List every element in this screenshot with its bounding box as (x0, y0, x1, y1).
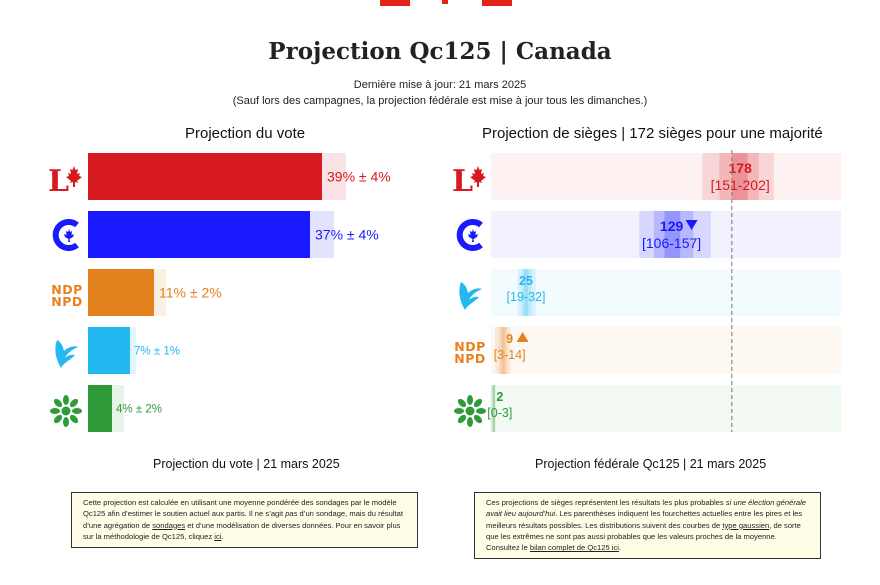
seat-range-core (493, 385, 496, 432)
sondages-link[interactable]: sondages (152, 520, 186, 530)
bloc-logo-icon-seats (455, 278, 487, 314)
seat-value-label: 2 (496, 390, 503, 404)
liberal-logo-icon: L (48, 160, 84, 196)
svg-text:L: L (48, 164, 69, 196)
vote-value-label: 37% ± 4% (315, 227, 379, 243)
bloc-logo-icon (51, 336, 83, 372)
vote-footer-label: Projection du vote | 21 mars 2025 (153, 457, 340, 471)
seat-range-outer (517, 269, 536, 316)
seat-range-inner (719, 153, 759, 200)
flag-leaf-fragment (442, 0, 448, 4)
seat-range-core (524, 269, 529, 316)
seat-range-outer (639, 211, 711, 258)
vote-value-label: 11% ± 2% (159, 285, 222, 301)
seat-value-group: 2 [0-3] (488, 390, 512, 420)
vote-methodology-note: Cette projection est calculée en utilisa… (71, 492, 418, 548)
seat-range-core (501, 327, 506, 374)
gaussian-link[interactable]: type gaussien (722, 520, 770, 530)
page-title: Projection Qc125 | Canada (268, 38, 612, 65)
ndp-logo-text-en-seats: NDP (454, 339, 486, 354)
seat-range-outer (702, 153, 774, 200)
seat-range-label: [151-202] (711, 177, 770, 193)
seat-row-background (491, 153, 841, 200)
seat-methodology-note: Ces projections de sièges représentent l… (474, 492, 821, 559)
seat-range-label: [3-14] (494, 348, 526, 362)
flag-left-stripe (380, 0, 410, 6)
vote-bar (88, 269, 154, 316)
ndp-logo-icon-seats: NDP NPD (452, 339, 488, 367)
vote-bar (88, 153, 322, 200)
methodology-link[interactable]: ici (214, 531, 222, 541)
svg-text:L: L (452, 164, 473, 196)
update-schedule-note: (Sauf lors des campagnes, la projection … (232, 95, 648, 107)
full-report-link[interactable]: bilan complet de Qc125 ici (529, 543, 619, 553)
green-logo-icon-seats (453, 394, 487, 428)
green-logo-icon (49, 394, 83, 428)
vote-value-label: 7% ± 1% (134, 346, 180, 358)
last-updated-text: Dernière mise à jour: 21 mars 2025 (353, 79, 527, 91)
seat-value-label: 9 (506, 332, 513, 346)
seat-value-group: 9 [3-14] (494, 332, 526, 362)
conservative-logo-icon-seats (454, 218, 488, 252)
trend-up-icon (516, 332, 529, 342)
ndp-logo-icon: NDP NPD (49, 282, 85, 310)
conservative-logo-icon (50, 218, 84, 252)
seat-value-label: 178 (729, 160, 753, 176)
seat-range-inner (498, 327, 508, 374)
seat-footer-label: Projection fédérale Qc125 | 21 mars 2025 (535, 457, 767, 471)
vote-bar (88, 385, 112, 432)
ndp-logo-text-fr-seats: NPD (454, 351, 486, 366)
seat-value-group: 178[151-202] (711, 160, 770, 193)
seat-range-inner (653, 211, 694, 258)
vote-bar (88, 211, 310, 258)
flag-right-stripe (482, 0, 512, 6)
vote-projection-chart: 39% ± 4% 37% ± 4% 11% ± 2% 7% ± 1% 4% ± 2% (88, 153, 391, 432)
vote-value-label: 4% ± 2% (116, 404, 162, 416)
seat-value-label: 25 (519, 274, 533, 288)
seat-row-background (491, 211, 841, 258)
seat-range-inner (521, 269, 532, 316)
seat-range-core (664, 211, 681, 258)
ndp-logo-text-en: NDP (51, 282, 83, 297)
vote-value-label: 39% ± 4% (327, 169, 391, 185)
seat-range-core (731, 153, 748, 200)
seat-range-label: [106-157] (642, 235, 701, 251)
seat-range-label: [19-32] (507, 290, 546, 304)
seat-row-background (491, 269, 841, 316)
seat-value-label: 129 (660, 218, 684, 234)
vote-panel-title: Projection du vote (185, 125, 306, 142)
seat-panel-title: Projection de sièges | 172 sièges pour u… (482, 125, 823, 142)
seat-range-outer (491, 385, 496, 432)
seat-range-label: [0-3] (488, 406, 512, 420)
seat-value-group: 25 [19-32] (507, 274, 546, 304)
seat-range-outer (495, 327, 511, 374)
vote-bar (88, 327, 130, 374)
ndp-logo-text-fr: NPD (51, 294, 83, 309)
seat-row-background (491, 385, 841, 432)
seat-value-group: 129[106-157] (642, 218, 701, 251)
trend-down-icon (685, 220, 698, 230)
seat-projection-chart: 178[151-202] 129[106-157] 25 [19-32] 9 [3-14]… (488, 150, 841, 432)
seat-row-background (491, 327, 841, 374)
seat-range-inner (492, 385, 495, 432)
liberal-logo-icon-seats: L (452, 160, 488, 196)
